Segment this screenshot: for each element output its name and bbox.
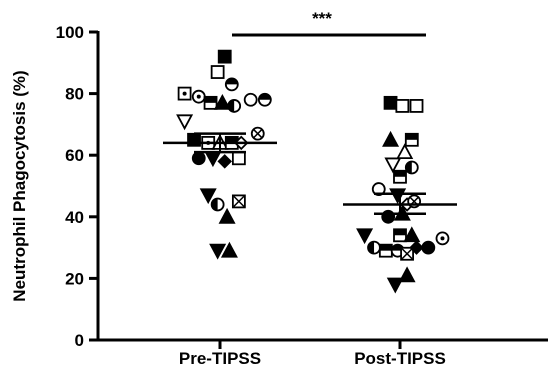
data-point: [231, 194, 246, 209]
data-point: [218, 207, 236, 224]
y-tick-label: 0: [75, 331, 84, 350]
data-point: [404, 160, 419, 175]
significance-bracket: ***: [232, 9, 426, 37]
data-point: [209, 243, 227, 260]
data-point: [396, 143, 414, 160]
axes: [96, 31, 548, 342]
data-point: [389, 188, 407, 205]
data-point: [220, 241, 238, 258]
data-point: [210, 197, 225, 212]
y-ticks: 0 20 40 60 80 100: [56, 23, 98, 350]
data-point: [371, 182, 386, 196]
data-point: [191, 151, 206, 166]
data-point: [400, 246, 414, 261]
data-point: [383, 95, 398, 110]
data-point: [403, 226, 421, 243]
data-point: [404, 132, 419, 147]
data-point: [409, 99, 424, 113]
data-point: [384, 157, 402, 174]
data-point: [257, 92, 272, 107]
data-point: [250, 126, 265, 141]
data-point: [409, 240, 424, 255]
data-point: [213, 93, 231, 110]
data-point: [386, 277, 404, 294]
y-tick-label: 100: [56, 23, 84, 42]
data-point: [177, 86, 192, 101]
y-tick-label: 60: [65, 146, 84, 165]
significance-stars: ***: [312, 9, 332, 28]
data-point: [191, 89, 206, 104]
data-point: [398, 266, 416, 283]
data-point: [176, 114, 194, 131]
data-points: [176, 49, 450, 294]
x-category-label: Pre-TIPSS: [179, 349, 261, 368]
data-point: [435, 231, 450, 246]
x-category-labels: Pre-TIPSS Post-TIPSS: [179, 340, 446, 368]
data-point: [243, 92, 258, 107]
y-tick-label: 20: [65, 269, 84, 288]
data-point: [227, 99, 242, 113]
y-axis-title: Neutrophil Phagocytosis (%): [10, 70, 29, 301]
data-point: [224, 77, 239, 92]
y-tick-label: 80: [65, 85, 84, 104]
data-point: [210, 65, 225, 79]
data-point: [378, 243, 393, 258]
data-point: [199, 188, 217, 205]
data-point: [356, 228, 374, 245]
mean-sem-lines: [163, 132, 457, 215]
data-point: [217, 49, 232, 64]
y-tick-label: 40: [65, 208, 84, 227]
data-point: [393, 169, 407, 184]
x-category-label: Post-TIPSS: [354, 349, 446, 368]
data-point: [395, 99, 410, 113]
data-point: [217, 154, 232, 169]
data-point: [367, 240, 381, 255]
data-point: [382, 130, 400, 147]
data-point: [231, 151, 246, 166]
data-point: [393, 228, 407, 243]
data-point: [204, 151, 222, 168]
data-point: [421, 240, 436, 255]
data-point: [203, 95, 218, 110]
